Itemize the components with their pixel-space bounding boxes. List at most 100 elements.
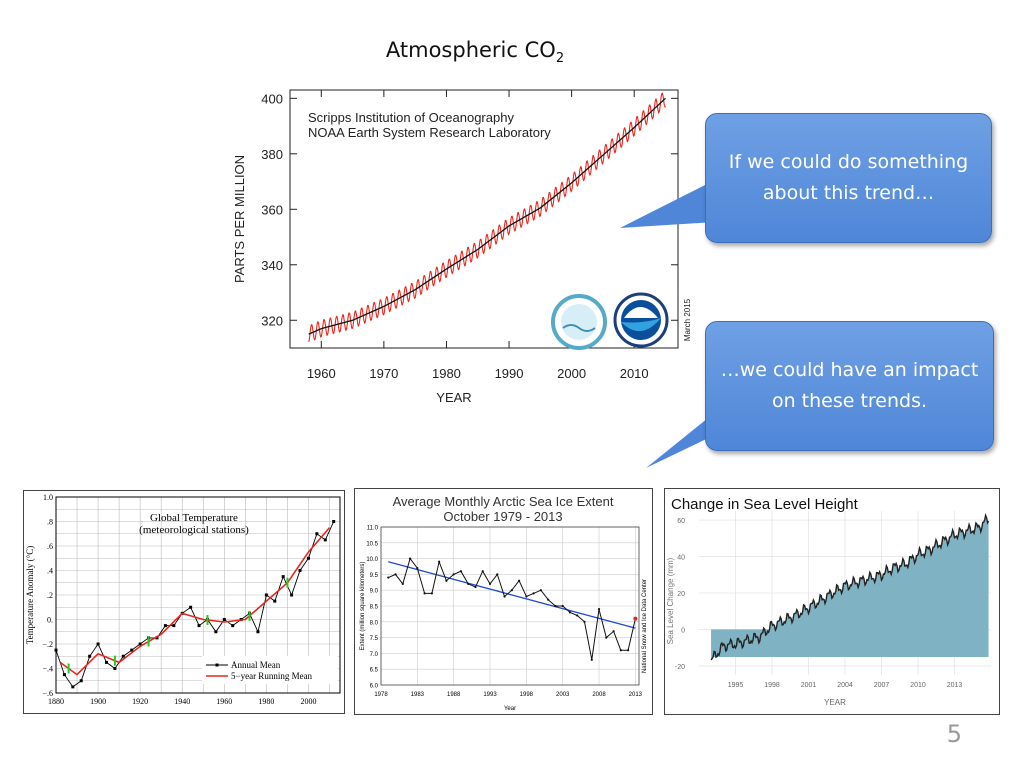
annual-mean-point — [197, 624, 201, 628]
legend-running-mean: 5−year Running Mean — [231, 671, 313, 681]
x-tick-label: 2010 — [910, 682, 926, 689]
x-axis-label: YEAR — [436, 390, 471, 405]
annual-mean-point — [323, 538, 327, 542]
extent-point — [423, 592, 426, 595]
extent-point — [633, 616, 638, 621]
extent-point — [496, 573, 499, 576]
y-tick-label: 1.0 — [43, 493, 53, 502]
series-sea-level — [710, 512, 990, 661]
y-tick-label: 7.5 — [370, 636, 379, 642]
side-label: National Snow and Ice Data Center — [642, 579, 648, 673]
y-axis-label: Extent (million square kilometers) — [360, 562, 366, 651]
logo-disc — [621, 300, 661, 340]
x-tick-label: 2004 — [837, 682, 853, 689]
series-co2-trend — [308, 97, 666, 335]
y-tick-label: −.4 — [42, 665, 53, 674]
annual-mean-point — [130, 648, 134, 652]
callout-impact: …we could have an impact on these trends… — [640, 318, 1000, 468]
x-tick-label: 1880 — [48, 697, 64, 706]
legend-annual-mean: Annual Mean — [231, 660, 281, 670]
y-tick-label: −.2 — [42, 640, 53, 649]
x-tick-label: 1995 — [728, 682, 744, 689]
annual-mean-point — [96, 642, 100, 646]
annual-mean-point — [273, 599, 277, 603]
y-tick-label: −.6 — [42, 689, 53, 698]
scripps-logo — [551, 294, 607, 350]
plot-frame — [55, 496, 341, 694]
x-tick-label: 1988 — [447, 692, 461, 698]
extent-point — [619, 649, 622, 652]
extent-point — [481, 570, 484, 573]
x-tick-label: 1920 — [132, 697, 148, 706]
chart-title: Change in Sea Level Height — [671, 496, 859, 513]
legend-box — [202, 656, 338, 684]
callout-pointer — [620, 180, 715, 228]
y-tick-label: 380 — [261, 147, 283, 162]
x-tick-label: 1993 — [483, 692, 497, 698]
legend-marker-annual — [215, 663, 219, 667]
y-tick-label: 10.5 — [366, 541, 378, 547]
x-tick-label: 1960 — [307, 366, 336, 381]
extent-point — [387, 576, 390, 579]
global-temperature-panel: −.6 −.4 −.2 0. .2 .4 .6 .8 1.0 1880 1900 1920 1940 19… — [23, 490, 345, 714]
callout-text-1: If we could do something about this tren… — [728, 151, 969, 204]
x-tick-label: 1980 — [258, 697, 274, 706]
extent-point — [525, 595, 528, 598]
extent-point — [503, 595, 506, 598]
y-tick-label: 0. — [47, 616, 53, 625]
x-axis-label: YEAR — [824, 698, 846, 707]
arctic-sea-ice-panel: Average Monthly Arctic Sea Ice Extent Oct… — [354, 488, 653, 715]
extent-point — [452, 573, 455, 576]
x-tick-label: 2010 — [620, 366, 649, 381]
x-tick-label: 1960 — [216, 697, 232, 706]
global-temperature-chart: −.6 −.4 −.2 0. .2 .4 .6 .8 1.0 1880 1900 1920 1940 19… — [25, 493, 341, 706]
extent-point — [554, 604, 557, 608]
x-tick-label: 1990 — [495, 366, 524, 381]
annual-mean-point — [88, 654, 92, 658]
x-tick-label: 1900 — [90, 697, 106, 706]
extent-point — [430, 592, 433, 595]
annual-mean-point — [54, 648, 58, 652]
extent-point — [568, 611, 572, 614]
trend-line — [388, 561, 636, 629]
x-tick-label: 1983 — [411, 692, 425, 698]
logo-gull — [624, 307, 658, 318]
annual-mean-point — [214, 630, 218, 634]
sea-level-chart: Change in Sea Level Height -20 0 20 40 60 1995… — [666, 496, 991, 707]
extent-point — [445, 579, 448, 582]
x-tick-label: 2008 — [592, 692, 606, 698]
callout-trend: If we could do something about this tren… — [620, 110, 1000, 250]
annual-mean-point — [332, 520, 336, 523]
annual-mean-point — [163, 624, 167, 628]
sea-level-panel: Change in Sea Level Height -20 0 20 40 60 1995… — [664, 488, 1000, 715]
extent-point — [467, 582, 470, 585]
x-tick-label: 2003 — [556, 692, 570, 698]
extent-point — [394, 573, 397, 576]
y-tick-label: 60 — [677, 518, 685, 525]
extent-point — [416, 566, 419, 570]
annual-mean-point — [315, 532, 319, 536]
extent-point — [547, 598, 550, 601]
y-axis-label: Sea Level Change (mm) — [666, 557, 675, 644]
y-tick-label: 360 — [261, 202, 283, 217]
annual-mean-point — [155, 636, 159, 640]
annual-mean-point — [306, 556, 310, 560]
extent-point — [626, 649, 630, 652]
annual-mean-point — [189, 605, 193, 609]
annual-mean-point — [71, 685, 75, 689]
annual-mean-point — [222, 618, 226, 621]
extent-point — [401, 582, 404, 585]
y-tick-label: 9.0 — [370, 589, 379, 595]
y-tick-label: 40 — [677, 555, 685, 562]
x-tick-label: 1940 — [174, 697, 190, 706]
annual-mean-point — [256, 630, 260, 634]
y-tick-label: 400 — [261, 91, 283, 106]
extent-point — [561, 604, 564, 608]
y-tick-label: 6.0 — [370, 684, 379, 690]
series-monthly-co2 — [308, 92, 666, 343]
x-tick-label: 2013 — [629, 692, 643, 698]
co2-keeling-chart: 320 340 360 380 400 1960 1970 1980 1990 2000 2010 Y… — [232, 89, 692, 405]
annual-mean-point — [121, 654, 125, 658]
y-tick-label: .4 — [47, 567, 53, 576]
y-tick-label: 8.5 — [370, 605, 379, 611]
